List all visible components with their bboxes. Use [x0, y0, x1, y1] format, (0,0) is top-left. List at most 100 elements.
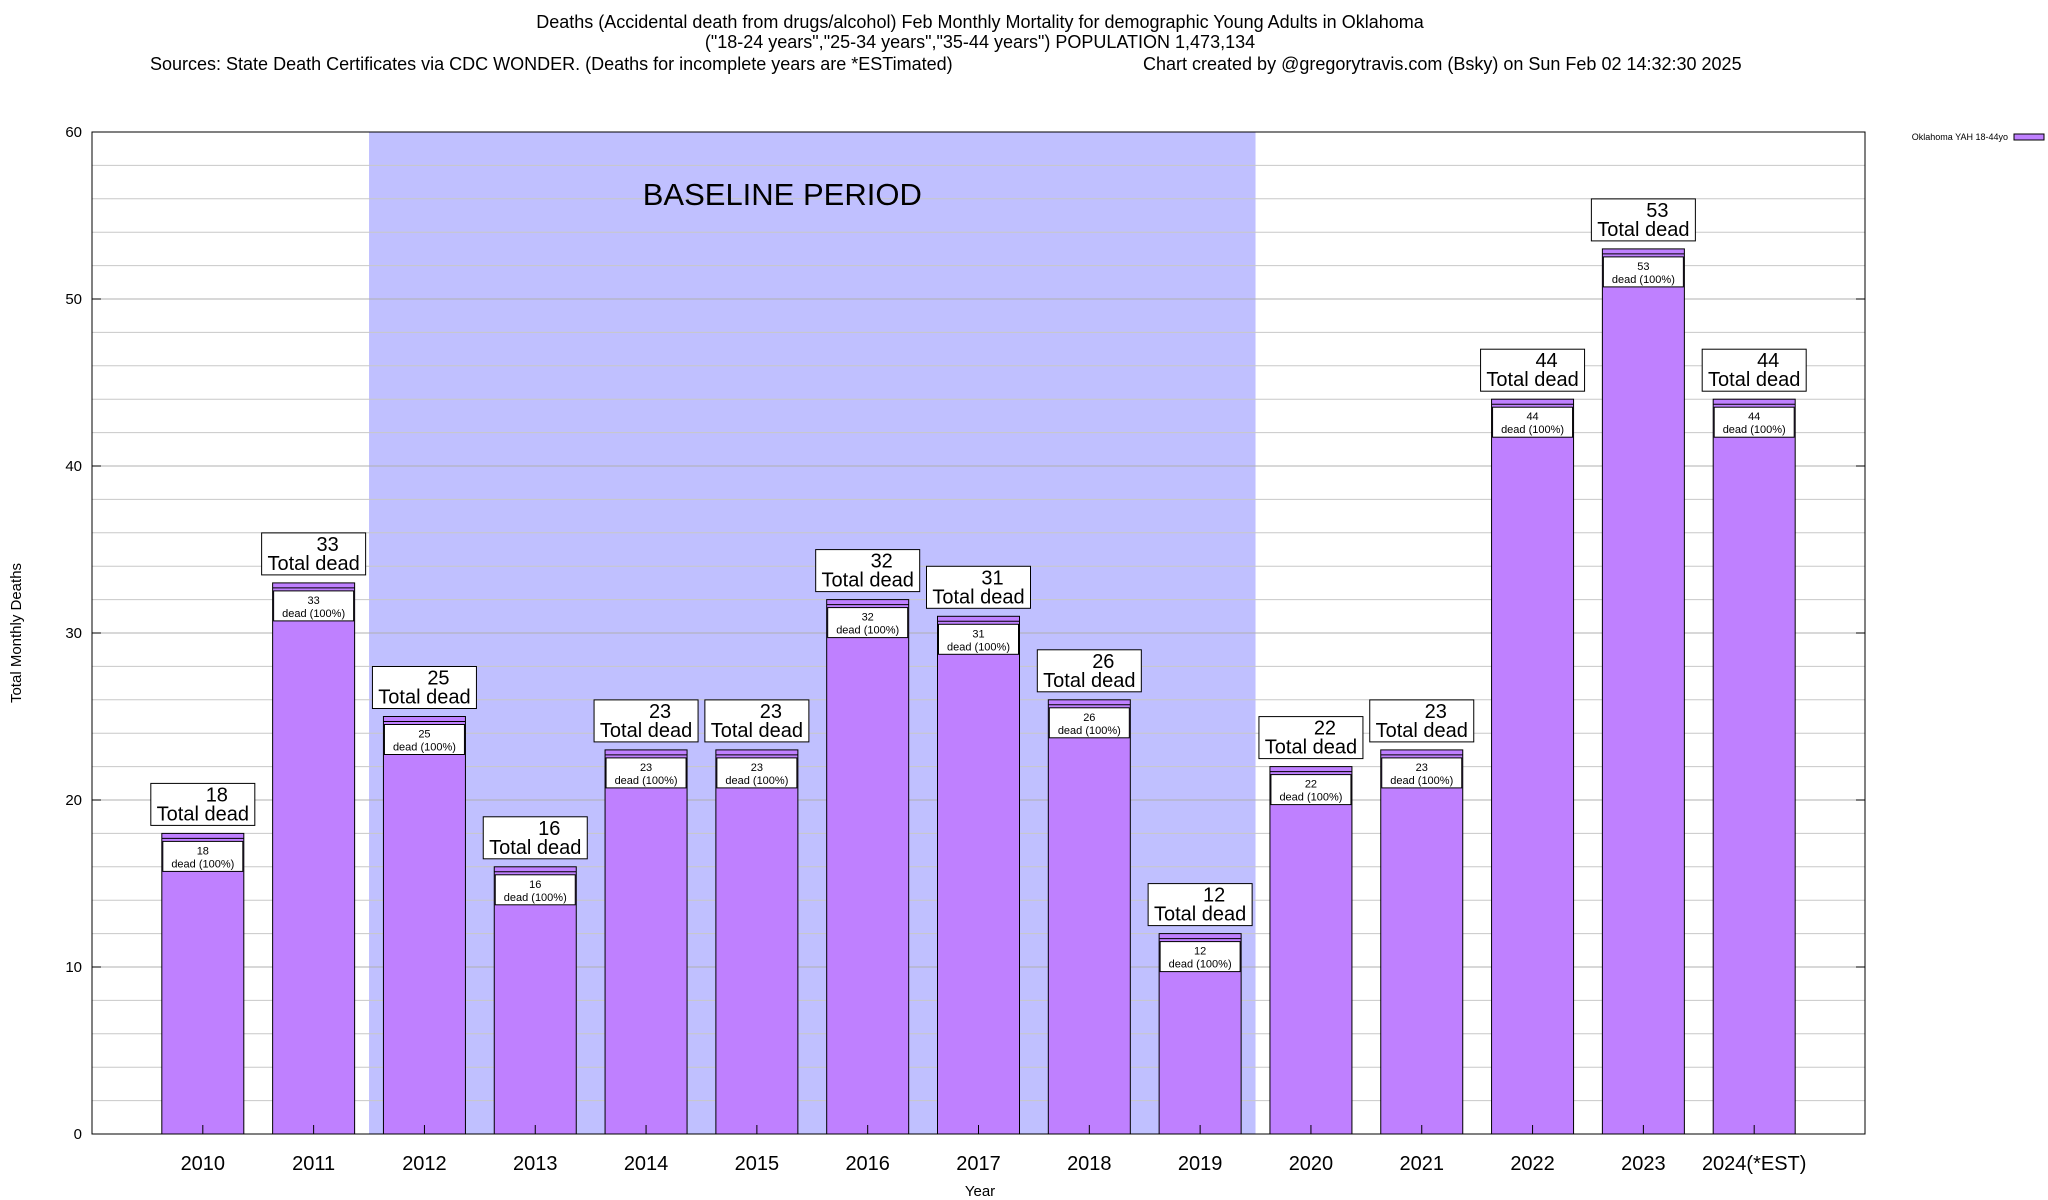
inner-label-box: [605, 757, 687, 789]
inner-label-count: 25: [418, 729, 430, 741]
y-tick-label: 20: [65, 792, 82, 809]
x-tick-label: 2014: [624, 1153, 669, 1175]
inner-label-count: 16: [529, 879, 541, 891]
inner-label-text: dead (100%): [1723, 424, 1786, 436]
total-label-count: 25: [427, 668, 449, 690]
x-tick-label: 2021: [1400, 1153, 1445, 1175]
total-label-box: [482, 816, 588, 860]
inner-label-box: [1492, 406, 1574, 438]
total-label-text: Total dead: [1043, 670, 1135, 692]
inner-label-text: dead (100%): [836, 625, 899, 637]
y-tick-label: 40: [65, 458, 82, 475]
total-label-box: [1590, 198, 1696, 242]
inner-label-text: dead (100%): [1169, 959, 1232, 971]
y-axis-label: Total Monthly Deaths: [8, 563, 25, 703]
x-tick-label: 2013: [513, 1153, 558, 1175]
inner-label-count: 18: [197, 845, 209, 857]
bar: [1269, 766, 1353, 1135]
x-tick-label: 2018: [1067, 1153, 1112, 1175]
total-label-count: 26: [1092, 651, 1114, 673]
y-tick-label: 50: [65, 291, 82, 308]
inner-label-text: dead (100%): [282, 608, 345, 620]
inner-label-box: [494, 874, 576, 906]
x-tick-label: 2015: [735, 1153, 780, 1175]
x-tick-label: 2020: [1289, 1153, 1334, 1175]
bar: [382, 716, 466, 1135]
x-tick-label: 2017: [956, 1153, 1001, 1175]
bar: [493, 866, 577, 1135]
bar: [604, 749, 688, 1135]
total-label-text: Total dead: [267, 553, 359, 575]
inner-label-text: dead (100%): [615, 775, 678, 787]
total-label-count: 44: [1757, 350, 1779, 372]
bar: [1380, 749, 1464, 1135]
total-label-text: Total dead: [1486, 369, 1578, 391]
total-label-text: Total dead: [1265, 737, 1357, 759]
total-label-box: [261, 532, 367, 576]
inner-label-box: [383, 724, 465, 755]
inner-label-box: [1048, 707, 1130, 739]
total-label-box: [1036, 649, 1142, 693]
inner-label-box: [1159, 941, 1241, 973]
bar: [1491, 398, 1575, 1135]
inner-label-count: 23: [751, 762, 763, 774]
total-label-text: Total dead: [1597, 219, 1689, 241]
inner-label-text: dead (100%): [725, 775, 788, 787]
total-label-count: 44: [1535, 350, 1557, 372]
total-label-box: [1369, 699, 1475, 743]
total-label-box: [1147, 883, 1253, 927]
y-tick-label: 10: [65, 959, 82, 976]
inner-label-box: [1381, 757, 1463, 789]
total-label-box: [1701, 348, 1807, 392]
total-label-count: 12: [1203, 885, 1225, 907]
inner-label-text: dead (100%): [171, 858, 234, 870]
total-label-text: Total dead: [1708, 369, 1800, 391]
inner-label-text: dead (100%): [1390, 775, 1453, 787]
total-label-text: Total dead: [157, 803, 249, 825]
inner-label-count: 53: [1637, 261, 1649, 273]
inner-label-text: dead (100%): [1501, 424, 1564, 436]
inner-label-box: [162, 840, 244, 872]
inner-label-box: [1270, 774, 1352, 806]
y-tick-label: 0: [74, 1126, 82, 1143]
total-label-box: [704, 699, 810, 743]
bar: [1601, 248, 1685, 1135]
inner-label-count: 32: [862, 612, 874, 624]
total-label-count: 53: [1646, 200, 1668, 222]
total-label-text: Total dead: [932, 586, 1024, 608]
total-label-text: Total dead: [711, 720, 803, 742]
x-tick-label: 2011: [292, 1153, 335, 1175]
total-label-count: 23: [1425, 701, 1447, 723]
total-label-box: [1480, 348, 1586, 392]
total-label-count: 31: [981, 567, 1003, 589]
x-axis-label: Year: [965, 1183, 995, 1200]
legend-swatch: [2013, 133, 2045, 141]
inner-label-box: [1602, 256, 1684, 288]
total-label-count: 23: [649, 701, 671, 723]
chart-title-line2: ("18-24 years","25-34 years","35-44 year…: [704, 32, 1256, 52]
chart-credit: Chart created by @gregorytravis.com (Bsk…: [1143, 54, 1742, 74]
x-tick-label: 2022: [1510, 1153, 1555, 1175]
total-label-text: Total dead: [1376, 720, 1468, 742]
inner-label-text: dead (100%): [1612, 274, 1675, 286]
total-label-text: Total dead: [489, 837, 581, 859]
total-label-text: Total dead: [1154, 904, 1246, 926]
total-label-count: 18: [206, 784, 228, 806]
total-label-count: 23: [760, 701, 782, 723]
inner-label-box: [716, 757, 798, 789]
x-tick-label: 2010: [181, 1153, 226, 1175]
inner-label-box: [938, 623, 1019, 655]
inner-label-count: 31: [972, 628, 984, 640]
bar: [826, 599, 910, 1135]
total-label-box: [150, 782, 256, 826]
total-label-text: Total dead: [600, 720, 692, 742]
total-label-count: 32: [871, 551, 893, 573]
inner-label-count: 23: [1416, 762, 1428, 774]
total-label-text: Total dead: [378, 687, 470, 709]
baseline-period-label: BASELINE PERIOD: [643, 177, 922, 212]
inner-label-count: 22: [1305, 779, 1317, 791]
legend-label: Oklahoma YAH 18-44yo: [1912, 132, 2008, 142]
inner-label-count: 44: [1748, 411, 1760, 423]
inner-label-count: 12: [1194, 946, 1206, 958]
